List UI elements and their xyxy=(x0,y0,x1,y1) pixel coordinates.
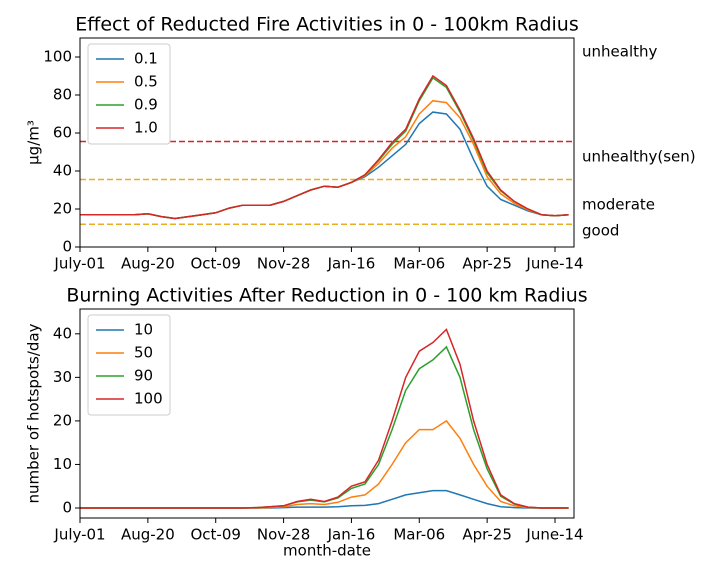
x-axis-label: month-date xyxy=(283,542,371,560)
y-tick-label: 0 xyxy=(62,238,72,256)
legend-label: 0.9 xyxy=(134,96,158,114)
y-tick-label: 20 xyxy=(53,411,72,429)
x-tick-label: Nov-28 xyxy=(257,526,310,544)
series-line xyxy=(80,328,569,509)
x-tick-label: Oct-09 xyxy=(190,255,240,273)
legend-box xyxy=(87,314,171,416)
annotation: good xyxy=(582,222,619,240)
y-tick-label: 20 xyxy=(53,200,72,218)
legend-label: 90 xyxy=(134,367,153,385)
x-tick-label: Oct-09 xyxy=(190,526,240,544)
y-tick-label: 40 xyxy=(53,324,72,342)
plot-frame xyxy=(79,308,575,519)
x-tick-label: July-01 xyxy=(53,255,105,273)
legend-box xyxy=(87,43,171,145)
legend-label: 100 xyxy=(134,390,163,408)
annotation: unhealthy(sen) xyxy=(582,147,696,165)
y-tick-label: 60 xyxy=(53,124,72,142)
legend-label: 50 xyxy=(134,344,153,362)
x-tick-label: Jan-16 xyxy=(327,526,376,544)
x-tick-label: Mar-06 xyxy=(393,255,445,273)
series-line xyxy=(80,419,569,509)
annotation: unhealthy xyxy=(582,43,657,61)
x-tick-label: Jan-16 xyxy=(327,255,376,273)
y-tick-label: 10 xyxy=(53,455,72,473)
y-axis-label: μg/m³ xyxy=(25,120,43,165)
x-tick-label: Nov-28 xyxy=(257,255,310,273)
series-line xyxy=(80,489,569,509)
x-tick-label: July-01 xyxy=(53,526,105,544)
x-tick-label: Mar-06 xyxy=(393,526,445,544)
legend-label: 0.5 xyxy=(134,73,158,91)
x-tick-label: June-14 xyxy=(525,526,583,544)
chart-title: Burning Activities After Reduction in 0 … xyxy=(66,285,587,307)
y-tick-label: 30 xyxy=(53,368,72,386)
legend-label: 1.0 xyxy=(134,119,158,137)
chart-title: Effect of Reducted Fire Activities in 0 … xyxy=(75,14,578,36)
x-tick-label: June-14 xyxy=(525,255,583,273)
x-tick-label: Apr-25 xyxy=(462,255,512,273)
annotation: moderate xyxy=(582,196,655,214)
y-tick-label: 80 xyxy=(53,86,72,104)
y-axis-label: number of hotspots/day xyxy=(25,323,43,503)
y-tick-label: 40 xyxy=(53,162,72,180)
y-tick-label: 0 xyxy=(62,498,72,516)
x-tick-label: Aug-20 xyxy=(121,255,175,273)
y-tick-label: 100 xyxy=(43,48,72,66)
legend-label: 0.1 xyxy=(134,50,158,68)
series-line xyxy=(80,74,569,220)
x-tick-label: Aug-20 xyxy=(121,526,175,544)
x-tick-label: Apr-25 xyxy=(462,526,512,544)
plot-frame xyxy=(79,37,575,248)
legend-label: 10 xyxy=(134,321,153,339)
